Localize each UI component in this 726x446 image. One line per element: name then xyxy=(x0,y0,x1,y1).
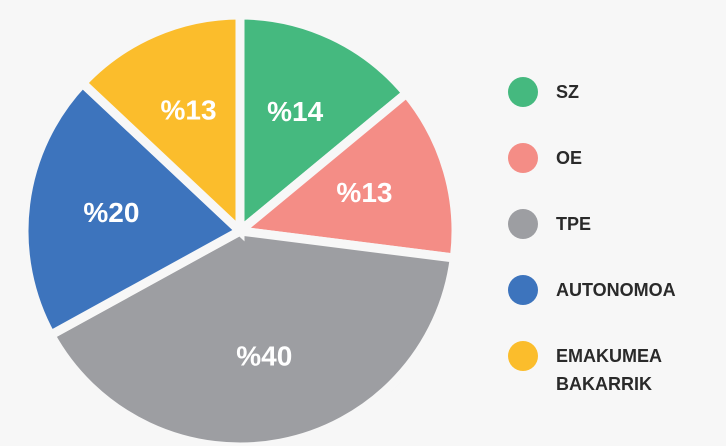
legend-label: AUTONOMOA xyxy=(556,280,676,300)
legend-swatch xyxy=(508,275,538,305)
legend-swatch xyxy=(508,77,538,107)
legend-label: OE xyxy=(556,148,583,168)
value-label: %40 xyxy=(236,341,292,372)
legend-swatch xyxy=(508,143,538,173)
value-label: %13 xyxy=(161,94,217,125)
pie-slice xyxy=(235,10,413,241)
pie-slice xyxy=(19,76,248,342)
legend-swatch xyxy=(508,341,538,371)
legend-item: AUTONOMOA xyxy=(508,273,718,339)
legend-item: EMAKUMEA BAKARRIK xyxy=(508,339,718,405)
legend: SZ OE TPE AUTONOMOA EMAKUMEA BAKARRIK xyxy=(508,75,718,405)
legend-label: EMAKUMEA BAKARRIK xyxy=(556,346,662,394)
value-label: %20 xyxy=(83,197,139,228)
pie-slice xyxy=(76,10,245,242)
chart: %14 %13 %40 %20 %13 xyxy=(19,10,461,446)
legend-item: TPE xyxy=(508,207,718,273)
value-label: %14 xyxy=(267,96,323,127)
legend-label: TPE xyxy=(556,214,592,234)
pie-slice xyxy=(229,86,461,264)
legend-swatch xyxy=(508,209,538,239)
pie-slice xyxy=(44,226,460,446)
legend-item: SZ xyxy=(508,75,718,141)
value-label: %13 xyxy=(336,177,392,208)
legend-item: OE xyxy=(508,141,718,207)
legend-label: SZ xyxy=(556,82,580,102)
